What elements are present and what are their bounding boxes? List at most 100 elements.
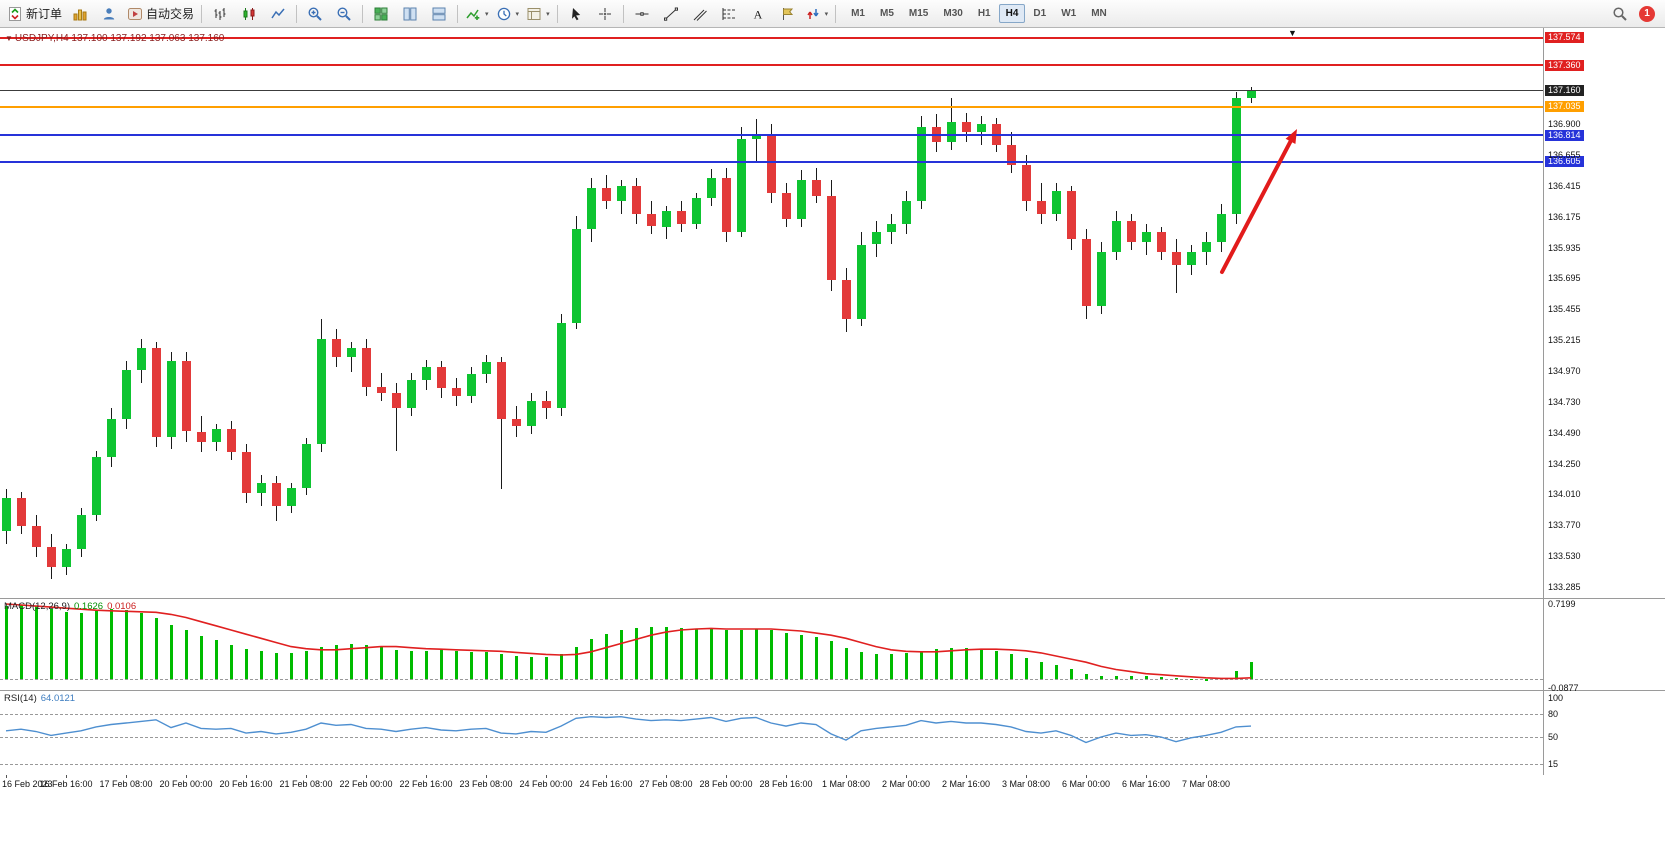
candle-body-down bbox=[722, 177, 731, 232]
macd-histogram-bar bbox=[995, 650, 998, 679]
timeframe-button-d1[interactable]: D1 bbox=[1033, 8, 1047, 19]
timeframe-button-h4[interactable]: H4 bbox=[998, 4, 1026, 23]
tile-vertical-button[interactable] bbox=[396, 3, 424, 25]
candle-body-up bbox=[347, 348, 356, 358]
macd-histogram-bar bbox=[650, 626, 653, 679]
price-tick-label: 135.215 bbox=[1548, 334, 1581, 345]
tile-windows-button[interactable] bbox=[367, 3, 395, 25]
panel-divider[interactable] bbox=[0, 690, 1665, 691]
rsi-label: RSI(14) 64.0121 bbox=[4, 693, 76, 704]
rsi-panel[interactable]: RSI(14) 64.0121 bbox=[0, 691, 1543, 775]
text-label-button[interactable] bbox=[773, 3, 801, 25]
candle-body-up bbox=[917, 126, 926, 201]
time-axis-label: 20 Feb 16:00 bbox=[219, 779, 273, 789]
text-button[interactable]: A bbox=[744, 3, 772, 25]
notification-badge[interactable]: 1 bbox=[1639, 5, 1655, 22]
zoom-out-button[interactable] bbox=[330, 3, 358, 25]
macd-signal-line bbox=[5, 603, 1252, 680]
macd-histogram-bar bbox=[770, 630, 773, 679]
channel-button[interactable] bbox=[686, 3, 714, 25]
price-tick-label: 134.730 bbox=[1548, 397, 1581, 407]
rsi-scale-label: 50 bbox=[1548, 732, 1559, 742]
search-button[interactable] bbox=[1606, 3, 1634, 25]
macd-histogram-bar bbox=[620, 630, 623, 679]
candle-body-up bbox=[122, 370, 131, 419]
candle-body-down bbox=[542, 400, 551, 409]
cursor-button[interactable] bbox=[562, 3, 590, 25]
new-order-label: 新订单 bbox=[26, 7, 63, 21]
timeframe-button-m5[interactable]: M5 bbox=[880, 8, 894, 19]
tile-horizontal-button[interactable] bbox=[425, 3, 453, 25]
toolbar-separator bbox=[556, 4, 558, 23]
zoom-in-button[interactable] bbox=[301, 3, 329, 25]
price-level-line[interactable] bbox=[0, 36, 1543, 39]
macd-histogram-bar bbox=[1040, 662, 1043, 679]
new-order-button[interactable]: 新订单 bbox=[4, 3, 65, 25]
price-level-line[interactable] bbox=[0, 64, 1543, 67]
timeframe-button-w1[interactable]: W1 bbox=[1061, 8, 1077, 19]
macd-histogram-bar bbox=[965, 647, 968, 679]
time-axis-label: 22 Feb 16:00 bbox=[399, 779, 453, 789]
chevron-down-icon: ▾ bbox=[546, 10, 550, 18]
price-level-line[interactable] bbox=[0, 160, 1543, 163]
periods-button[interactable]: ▾ bbox=[493, 3, 523, 25]
time-tick bbox=[1086, 775, 1087, 778]
profiles-button[interactable] bbox=[95, 3, 123, 25]
macd-histogram-bar bbox=[1100, 675, 1103, 679]
candle-body-up bbox=[302, 444, 311, 488]
current-price-line[interactable] bbox=[0, 90, 1543, 92]
macd-histogram-bar bbox=[590, 639, 593, 679]
candlestick-chart-button[interactable] bbox=[235, 3, 263, 25]
time-tick bbox=[306, 775, 307, 778]
price-level-chip: 137.035 bbox=[1545, 101, 1584, 113]
candle-body-up bbox=[137, 348, 146, 370]
trend-arrow[interactable] bbox=[0, 28, 1543, 598]
trendline-button[interactable] bbox=[657, 3, 685, 25]
price-axis[interactable]: 137.574 137.360 137.160 137.035 136.814 136.6… bbox=[1543, 28, 1665, 775]
fibonacci-button[interactable] bbox=[715, 3, 743, 25]
price-level-line[interactable] bbox=[0, 134, 1543, 137]
crosshair-icon bbox=[597, 6, 613, 22]
svg-text:A: A bbox=[753, 7, 762, 21]
templates-icon bbox=[526, 6, 542, 22]
timeframe-button-m30[interactable]: M30 bbox=[943, 8, 963, 19]
macd-panel[interactable]: MACD(12,26,9) 0.1626 0.0106 bbox=[0, 599, 1543, 690]
panel-divider[interactable] bbox=[0, 598, 1665, 599]
bar-chart-button[interactable] bbox=[206, 3, 234, 25]
price-tick-label: 135.695 bbox=[1548, 273, 1581, 284]
macd-histogram-bar bbox=[1160, 676, 1163, 679]
price-level-chip: 136.814 bbox=[1545, 129, 1584, 141]
charts-button[interactable] bbox=[66, 3, 94, 25]
indicators-button[interactable]: ▾ bbox=[462, 3, 492, 25]
arrows-button[interactable]: ▾ bbox=[802, 3, 832, 25]
candle-body-up bbox=[287, 487, 296, 506]
horizontal-line-button[interactable] bbox=[628, 3, 656, 25]
price-chart-panel[interactable]: ▼ USDJPY,H4 137.100 137.192 137.063 137.1… bbox=[0, 28, 1543, 598]
time-axis-label: 6 Mar 16:00 bbox=[1121, 779, 1171, 789]
timeframe-button-m15[interactable]: M15 bbox=[908, 8, 929, 19]
price-tick-label: 133.530 bbox=[1548, 550, 1581, 561]
candle-body-down bbox=[1172, 252, 1181, 265]
price-tick-label: 135.455 bbox=[1548, 304, 1581, 315]
auto-trading-button[interactable]: 自动交易 bbox=[124, 3, 197, 25]
price-level-line[interactable] bbox=[0, 105, 1543, 108]
candle-body-up bbox=[1142, 231, 1151, 242]
timeframe-button-m1[interactable]: M1 bbox=[851, 8, 865, 19]
timeframe-button-h1[interactable]: H1 bbox=[977, 8, 991, 19]
templates-button[interactable]: ▾ bbox=[523, 3, 553, 25]
candle-body-down bbox=[1037, 200, 1046, 214]
time-axis[interactable]: 16 Feb 2023 16 Feb 16:00 17 Feb 08:00 20 Fe… bbox=[0, 775, 1665, 795]
candle-body-down bbox=[1082, 239, 1091, 306]
time-tick bbox=[186, 775, 187, 778]
crosshair-button[interactable] bbox=[591, 3, 619, 25]
price-tick-label: 134.490 bbox=[1548, 427, 1581, 438]
line-chart-button[interactable] bbox=[264, 3, 292, 25]
candle-body-down bbox=[782, 193, 791, 219]
candle-body-up bbox=[1052, 190, 1061, 214]
rsi-level-line bbox=[0, 737, 1543, 738]
timeframe-button-mn[interactable]: MN bbox=[1091, 8, 1107, 19]
time-tick bbox=[6, 775, 7, 778]
candle-body-down bbox=[362, 348, 371, 387]
candle-body-up bbox=[1112, 221, 1121, 253]
rsi-scale-label: 100 bbox=[1548, 693, 1564, 703]
